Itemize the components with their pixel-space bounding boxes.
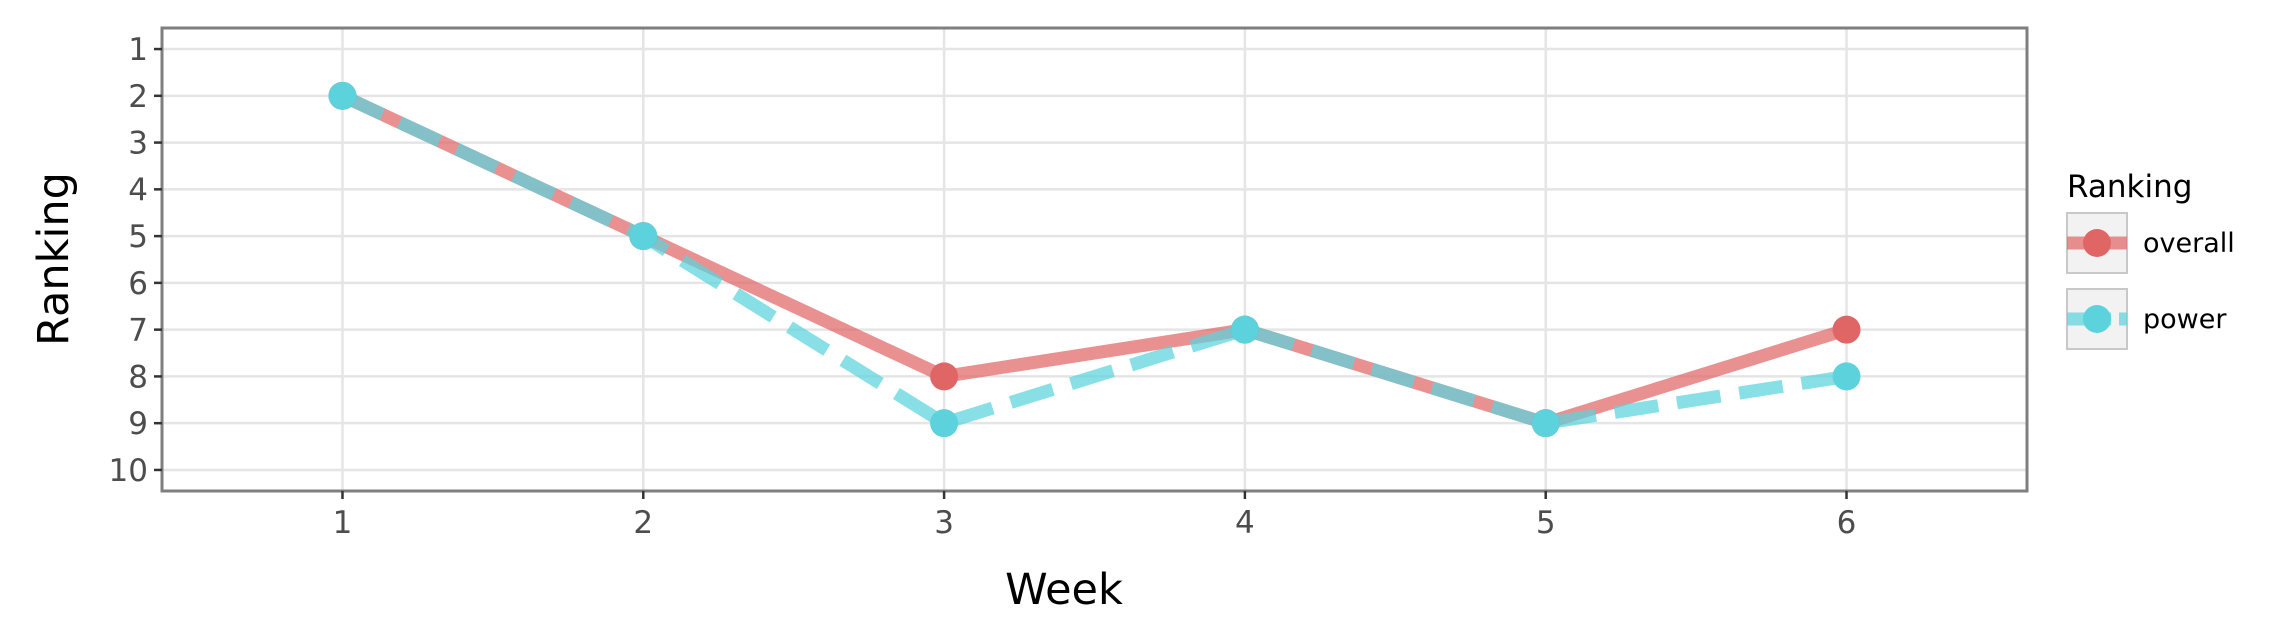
x-tick-label-3: 3 <box>934 505 954 541</box>
y-tick-label-9: 9 <box>128 406 148 442</box>
y-tick-label-4: 4 <box>128 172 148 208</box>
y-tick-label-8: 8 <box>128 359 148 395</box>
point-overall-week-6 <box>1832 315 1861 344</box>
x-axis-ticks: 1 2 3 4 5 6 <box>333 491 1857 541</box>
y-gridlines <box>162 47 2027 472</box>
legend: Ranking overall power <box>2066 169 2235 350</box>
point-power-week-6 <box>1832 362 1861 391</box>
legend-label-overall: overall <box>2143 228 2235 259</box>
series-layer <box>328 81 1861 438</box>
legend-item-overall: overall <box>2066 212 2235 274</box>
point-power-week-3 <box>930 409 959 438</box>
y-tick-label-3: 3 <box>128 126 148 162</box>
point-overall-week-3 <box>930 362 959 391</box>
point-power-week-2 <box>629 222 658 251</box>
legend-label-power: power <box>2143 304 2227 335</box>
legend-key-point-power <box>2083 305 2111 333</box>
y-tick-label-2: 2 <box>128 79 148 115</box>
plot-panel <box>162 28 2027 491</box>
point-power-week-5 <box>1531 409 1560 438</box>
x-tick-label-1: 1 <box>333 505 353 541</box>
x-tick-label-6: 6 <box>1837 505 1857 541</box>
y-tick-label-7: 7 <box>128 313 148 349</box>
legend-title: Ranking <box>2067 169 2192 205</box>
y-axis-title: Ranking <box>29 172 79 346</box>
legend-item-power: power <box>2066 288 2227 350</box>
y-tick-label-10: 10 <box>109 453 148 489</box>
x-axis-title: Week <box>1005 565 1123 615</box>
point-power-week-4 <box>1230 315 1259 344</box>
x-tick-label-5: 5 <box>1536 505 1556 541</box>
y-tick-label-1: 1 <box>128 32 148 68</box>
x-tick-label-4: 4 <box>1235 505 1255 541</box>
series-line-power <box>339 89 1848 430</box>
y-axis-ticks: 1 2 3 4 5 6 7 8 9 10 <box>109 32 162 489</box>
x-tick-label-2: 2 <box>633 505 653 541</box>
legend-items: overall power <box>2066 212 2235 350</box>
y-tick-label-5: 5 <box>128 219 148 255</box>
y-tick-label-6: 6 <box>128 266 148 302</box>
plot-border <box>160 26 2029 493</box>
legend-key-point-overall <box>2083 229 2111 257</box>
point-power-week-1 <box>328 81 357 110</box>
